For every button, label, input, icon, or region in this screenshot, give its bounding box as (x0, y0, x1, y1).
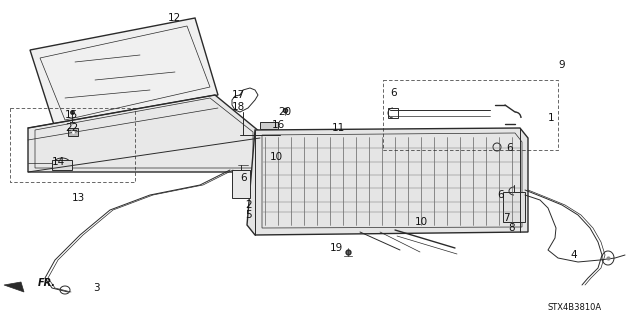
Polygon shape (30, 18, 218, 128)
Text: 10: 10 (415, 217, 428, 227)
Text: 1: 1 (548, 113, 555, 123)
Text: FR.: FR. (38, 278, 56, 288)
Text: 6: 6 (390, 88, 397, 98)
Text: 10: 10 (270, 152, 283, 162)
Text: 11: 11 (332, 123, 345, 133)
Text: 8: 8 (508, 223, 515, 233)
Text: 16: 16 (272, 120, 285, 130)
Text: 14: 14 (52, 157, 65, 167)
Text: 6: 6 (506, 143, 513, 153)
Polygon shape (247, 128, 528, 235)
Text: 6: 6 (240, 173, 246, 183)
Text: 6: 6 (497, 190, 504, 200)
Text: 20: 20 (278, 107, 291, 117)
Text: 12: 12 (168, 13, 181, 23)
Text: STX4B3810A: STX4B3810A (548, 303, 602, 313)
Bar (260, 122, 278, 129)
Bar (68, 128, 78, 136)
Text: 13: 13 (72, 193, 85, 203)
Polygon shape (28, 95, 260, 172)
Bar (503, 192, 525, 222)
Text: 5: 5 (245, 210, 252, 220)
Bar (52, 160, 72, 170)
Polygon shape (4, 282, 24, 292)
Text: 17: 17 (232, 90, 245, 100)
Text: 4: 4 (570, 250, 577, 260)
Text: 18: 18 (232, 102, 245, 112)
Text: 2: 2 (245, 200, 252, 210)
Text: 22: 22 (65, 123, 78, 133)
Text: 19: 19 (330, 243, 343, 253)
Text: 9: 9 (558, 60, 564, 70)
Text: 15: 15 (65, 110, 78, 120)
Text: 7: 7 (503, 213, 509, 223)
Text: 3: 3 (93, 283, 100, 293)
Bar (232, 170, 250, 198)
Bar (388, 108, 398, 118)
